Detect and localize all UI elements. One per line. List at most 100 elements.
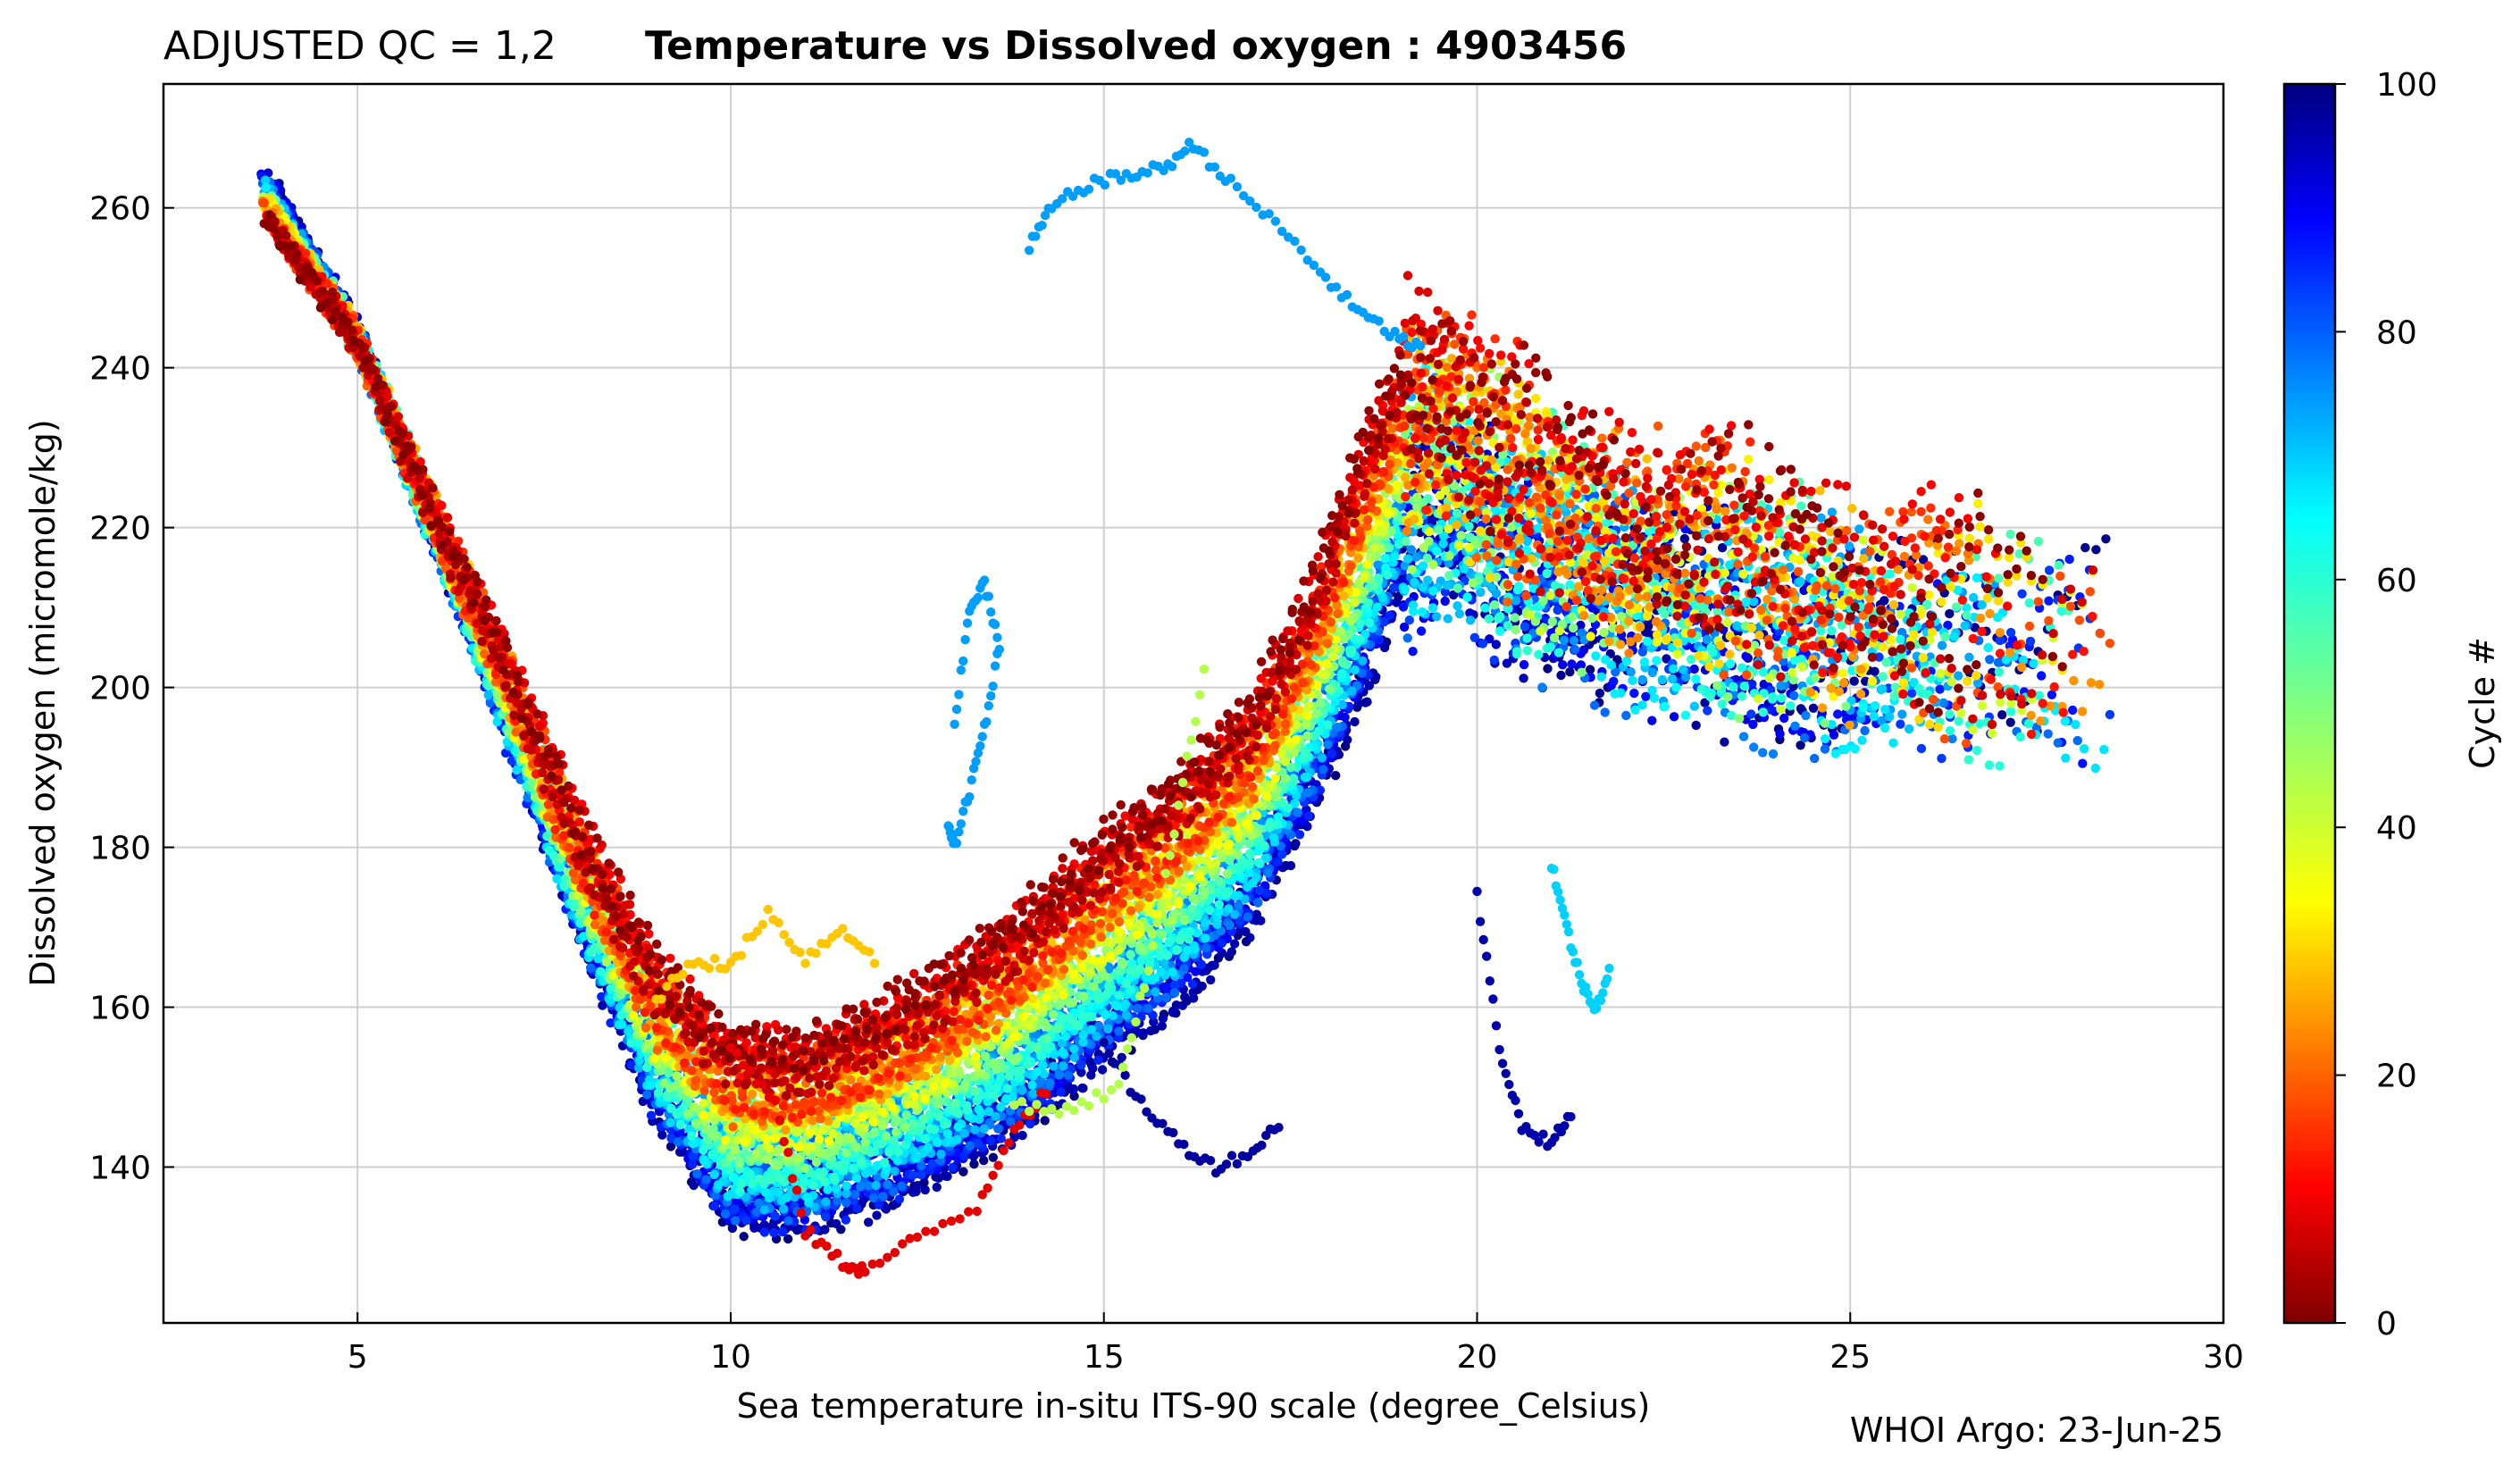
data-point bbox=[1158, 1013, 1168, 1024]
data-point bbox=[1896, 719, 1905, 729]
data-point bbox=[1897, 709, 1907, 719]
data-point bbox=[673, 1137, 683, 1147]
data-point bbox=[1077, 1083, 1087, 1093]
data-point bbox=[1585, 665, 1595, 674]
data-point bbox=[1256, 916, 1266, 925]
data-point bbox=[1997, 710, 2007, 720]
data-point bbox=[1146, 1025, 1156, 1036]
data-point bbox=[1854, 524, 1864, 534]
data-point bbox=[993, 1124, 1004, 1134]
data-point bbox=[1069, 1052, 1080, 1063]
data-point bbox=[1556, 670, 1566, 681]
data-point bbox=[585, 963, 596, 973]
data-point bbox=[1440, 596, 1450, 607]
data-point bbox=[1317, 753, 1327, 763]
data-point bbox=[1206, 975, 1216, 985]
data-point bbox=[1245, 933, 1255, 942]
data-point bbox=[1143, 1003, 1153, 1014]
data-point bbox=[883, 1179, 892, 1190]
data-point bbox=[1327, 749, 1337, 758]
data-point bbox=[1969, 592, 1979, 603]
data-point bbox=[1285, 860, 1296, 871]
data-point bbox=[1138, 1028, 1149, 1038]
data-point bbox=[2078, 758, 2088, 768]
data-point bbox=[1097, 1065, 1108, 1075]
data-point bbox=[2005, 717, 2015, 727]
data-point bbox=[2017, 589, 2027, 598]
data-point bbox=[841, 1215, 851, 1225]
data-point bbox=[1063, 1070, 1074, 1081]
data-point bbox=[779, 1204, 789, 1214]
data-point bbox=[1629, 688, 1639, 699]
data-point bbox=[770, 1211, 780, 1221]
data-point bbox=[1448, 590, 1459, 600]
data-point bbox=[927, 1159, 937, 1169]
data-point bbox=[1478, 639, 1488, 649]
data-point bbox=[749, 1223, 759, 1234]
data-point bbox=[2037, 671, 2047, 681]
data-point bbox=[666, 1142, 676, 1151]
data-point bbox=[2091, 545, 2101, 555]
data-point bbox=[1717, 543, 1728, 553]
data-point bbox=[1263, 867, 1273, 878]
data-point bbox=[1621, 710, 1631, 721]
data-point bbox=[1319, 765, 1328, 774]
data-point bbox=[1340, 712, 1350, 723]
data-point bbox=[1768, 749, 1779, 759]
data-point bbox=[1679, 665, 1688, 674]
data-point bbox=[942, 1171, 952, 1182]
data-point bbox=[841, 1198, 851, 1208]
data-point bbox=[1520, 622, 1530, 632]
data-point bbox=[2044, 565, 2055, 575]
data-point bbox=[832, 1218, 841, 1229]
data-point bbox=[1017, 1130, 1027, 1141]
data-point bbox=[1543, 664, 1553, 674]
data-point bbox=[2064, 554, 2074, 565]
data-point bbox=[1972, 678, 1983, 688]
data-point bbox=[932, 1182, 942, 1193]
data-point bbox=[864, 1218, 874, 1227]
data-point bbox=[739, 1232, 749, 1242]
data-point bbox=[1453, 601, 1462, 611]
data-point bbox=[1789, 690, 1799, 700]
data-point bbox=[1860, 725, 1870, 736]
data-point bbox=[1779, 713, 1789, 724]
data-point bbox=[598, 1000, 607, 1010]
data-point bbox=[1392, 598, 1402, 607]
data-point bbox=[1700, 698, 1710, 707]
data-point bbox=[821, 1212, 831, 1222]
data-point bbox=[1217, 938, 1227, 949]
data-points bbox=[256, 138, 2115, 1279]
data-point bbox=[1243, 912, 1253, 922]
data-point bbox=[1567, 659, 1577, 669]
data-point bbox=[1935, 684, 1945, 694]
data-point bbox=[856, 1182, 866, 1192]
data-point bbox=[1827, 507, 1838, 517]
data-point bbox=[1054, 1070, 1064, 1080]
data-point bbox=[1059, 1061, 1068, 1071]
data-point bbox=[1880, 596, 1889, 606]
data-point bbox=[701, 1175, 711, 1184]
data-point bbox=[2043, 729, 2053, 739]
data-point bbox=[1408, 647, 1418, 657]
data-point bbox=[1703, 706, 1712, 716]
data-point bbox=[908, 1187, 918, 1198]
data-point bbox=[657, 1130, 667, 1140]
data-point bbox=[1796, 741, 1805, 750]
data-point bbox=[1088, 1063, 1098, 1074]
data-point bbox=[1056, 1087, 1066, 1097]
data-point bbox=[1748, 719, 1758, 730]
data-point bbox=[897, 1181, 907, 1191]
data-point bbox=[1569, 636, 1579, 646]
data-point bbox=[1045, 1078, 1055, 1088]
data-point bbox=[1026, 1119, 1035, 1129]
data-point bbox=[1732, 621, 1742, 631]
data-point bbox=[769, 1227, 779, 1238]
data-point bbox=[1519, 659, 1529, 670]
data-point bbox=[959, 1167, 968, 1177]
data-point bbox=[948, 1162, 958, 1173]
data-point bbox=[1937, 640, 1947, 650]
data-point bbox=[1870, 666, 1880, 676]
data-point bbox=[2025, 636, 2036, 647]
